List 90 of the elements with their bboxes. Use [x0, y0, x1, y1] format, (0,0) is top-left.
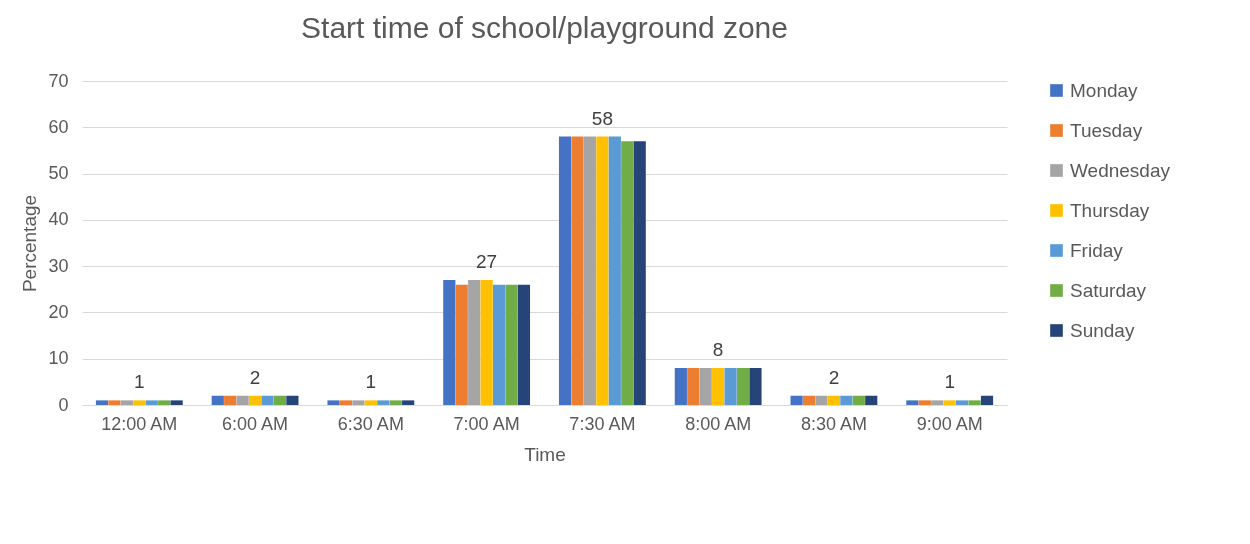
bar	[95, 400, 109, 405]
bar	[980, 395, 994, 405]
legend-label: Sunday	[1070, 319, 1135, 341]
y-axis-title: Percentage	[19, 194, 41, 293]
bar	[956, 400, 969, 405]
y-tick-label: 10	[48, 348, 69, 369]
chart-title: Start time of school/playground zone	[301, 11, 788, 44]
bar	[389, 400, 402, 405]
bar	[339, 400, 353, 405]
data-label: 1	[365, 371, 377, 393]
x-axis-title: Time	[524, 443, 566, 465]
y-tick-label: 0	[58, 394, 69, 415]
bar	[931, 400, 944, 405]
y-tick-label: 50	[48, 163, 69, 184]
bar	[943, 400, 956, 405]
bar	[749, 367, 762, 405]
bar	[120, 400, 133, 405]
bar	[699, 367, 712, 405]
bar	[596, 136, 609, 405]
bar	[364, 400, 377, 405]
bar	[840, 395, 853, 405]
bar	[455, 284, 468, 405]
x-tick-label: 8:30 AM	[800, 413, 867, 434]
bar	[687, 367, 700, 405]
x-tick-label: 6:30 AM	[337, 413, 404, 434]
legend-label: Thursday	[1070, 199, 1150, 221]
bar	[968, 400, 981, 405]
bar	[802, 395, 816, 405]
legend-label: Wednesday	[1070, 159, 1171, 181]
bar	[865, 395, 878, 405]
bar	[827, 395, 841, 405]
bar	[712, 367, 725, 405]
bar	[261, 395, 274, 405]
bar	[248, 395, 262, 405]
bar	[815, 395, 828, 405]
y-tick-label: 40	[48, 209, 69, 230]
bar	[790, 395, 803, 405]
data-label: 58	[591, 107, 613, 129]
bar	[468, 280, 481, 405]
y-tick-label: 70	[48, 70, 69, 91]
bar	[377, 400, 390, 405]
data-label: 2	[828, 366, 840, 388]
bar	[145, 400, 158, 405]
legend-label: Friday	[1070, 239, 1124, 261]
bar	[621, 141, 634, 405]
data-label: 27	[476, 251, 498, 273]
x-tick-label: 8:00 AM	[685, 413, 752, 434]
data-label: 8	[712, 338, 724, 360]
legend-label: Tuesday	[1070, 119, 1143, 141]
legend-label: Saturday	[1070, 279, 1147, 301]
bar	[236, 395, 249, 405]
bar	[492, 284, 506, 405]
bar	[571, 136, 584, 405]
bar	[583, 136, 597, 405]
bar	[158, 400, 171, 405]
bar	[608, 136, 621, 405]
bar	[724, 367, 737, 405]
bar	[133, 400, 146, 405]
bar	[674, 367, 687, 405]
x-tick-label: 9:00 AM	[916, 413, 983, 434]
y-tick-label: 60	[48, 116, 69, 137]
bar	[327, 400, 340, 405]
bar	[633, 141, 646, 405]
bar	[517, 284, 531, 405]
bar	[224, 395, 237, 405]
bar	[211, 395, 224, 405]
y-tick-label: 20	[48, 301, 69, 322]
x-tick-label: 6:00 AM	[222, 413, 289, 434]
bar	[852, 395, 865, 405]
bar	[286, 395, 299, 405]
bar	[108, 400, 121, 405]
bar	[558, 136, 572, 405]
bar	[352, 400, 365, 405]
y-tick-label: 30	[48, 255, 69, 276]
x-tick-label: 7:30 AM	[569, 413, 636, 434]
x-tick-label: 12:00 AM	[101, 413, 178, 434]
data-label: 2	[249, 366, 261, 388]
bar	[480, 280, 493, 405]
legend-label: Monday	[1070, 79, 1139, 101]
bar	[736, 367, 750, 405]
x-tick-label: 7:00 AM	[453, 413, 520, 434]
bar	[402, 400, 415, 405]
bar	[906, 400, 919, 405]
bar	[505, 284, 518, 405]
data-label: 1	[944, 371, 955, 393]
bar	[170, 400, 183, 405]
bar	[273, 395, 287, 405]
bar	[918, 400, 931, 405]
bar	[443, 280, 456, 405]
data-label: 1	[134, 371, 145, 393]
